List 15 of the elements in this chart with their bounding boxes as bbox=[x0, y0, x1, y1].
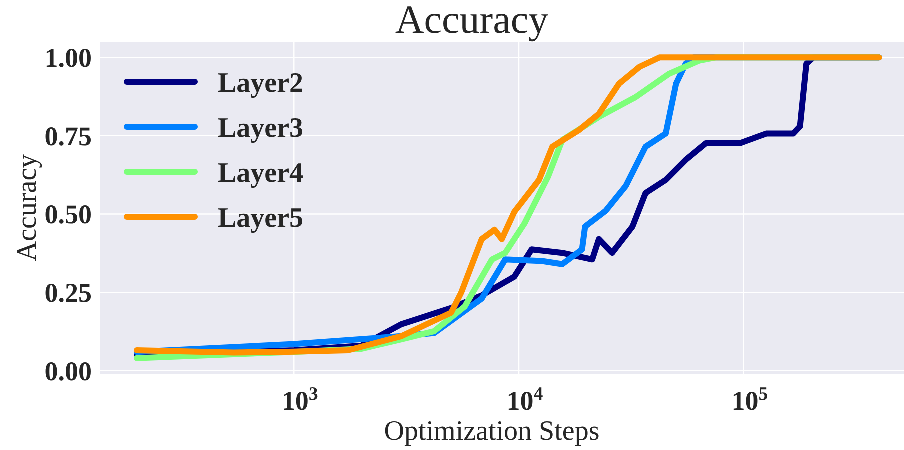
y-tick-label: 1.00 bbox=[44, 43, 92, 74]
x-tick-label: 10$^{5}$ bbox=[732, 384, 768, 416]
chart-title: Accuracy bbox=[395, 0, 549, 42]
y-tick-label: 0.25 bbox=[44, 278, 92, 308]
legend-label: Layer3 bbox=[218, 112, 304, 144]
legend-label: Layer2 bbox=[218, 68, 304, 99]
legend-label: Layer4 bbox=[218, 158, 304, 189]
y-tick-label: 0.00 bbox=[44, 356, 92, 386]
y-tick-label: 0.75 bbox=[44, 121, 92, 152]
x-tick-label: 10$^{4}$ bbox=[506, 384, 544, 416]
legend-label: Layer5 bbox=[218, 202, 304, 234]
y-axis-title: Accuracy bbox=[12, 154, 43, 262]
y-tick-label: 0.50 bbox=[44, 200, 92, 230]
x-tick-label: 10$^{3}$ bbox=[282, 384, 318, 416]
x-axis-title: Optimization Steps bbox=[384, 416, 600, 447]
